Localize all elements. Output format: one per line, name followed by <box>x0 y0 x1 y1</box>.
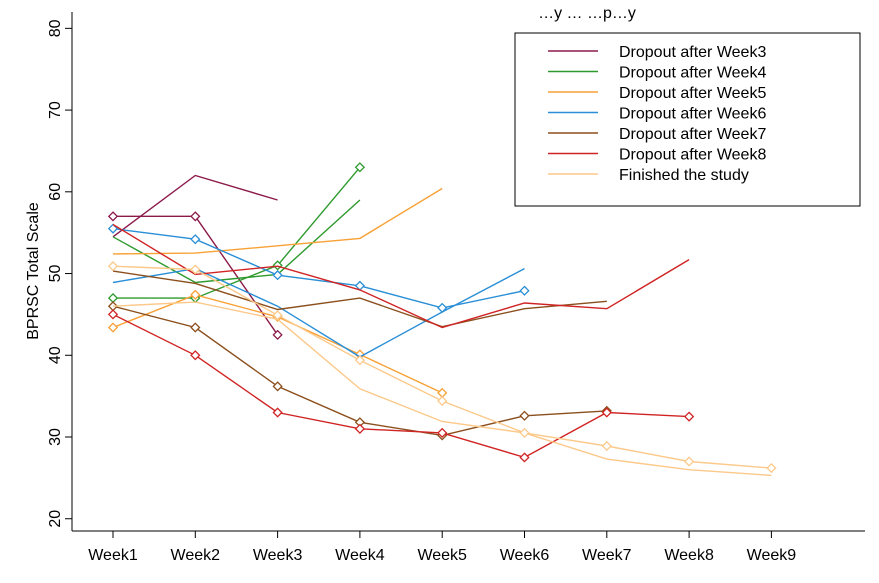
x-tick-label-week6: Week6 <box>500 547 550 564</box>
data-point-finished-the-study-week7 <box>601 440 612 452</box>
axes: 20 30 40 50 60 70 80 Week1 Week2 Week3 Week4 Week5 W… <box>47 12 865 564</box>
data-point-dropout-after-week6-week2 <box>190 234 201 245</box>
legend-label-dropout-after-week8: Dropout after Week8 <box>619 147 766 164</box>
y-tick-label-40: 40 <box>47 346 64 364</box>
y-tick-label-60: 60 <box>47 183 64 201</box>
data-point-finished-the-study-week6 <box>519 427 530 439</box>
legend-label-dropout-after-week7: Dropout after Week7 <box>619 126 766 143</box>
data-point-dropout-after-week7-week3 <box>272 381 283 392</box>
chart-title: …y … …p…y <box>538 5 636 22</box>
mean-line-dropout-after-week3 <box>112 174 278 238</box>
x-tick-label-week5: Week5 <box>417 547 467 564</box>
data-point-dropout-after-week6-week5 <box>437 302 448 313</box>
data-point-finished-the-study-week5 <box>437 395 448 407</box>
plot-area <box>107 162 777 477</box>
legend-label-dropout-after-week3: Dropout after Week3 <box>619 44 766 61</box>
data-point-dropout-after-week6-week3 <box>272 270 283 281</box>
data-point-dropout-after-week8-week4 <box>354 423 366 434</box>
data-point-dropout-after-week5-week1 <box>107 322 119 333</box>
x-tick-label-week9: Week9 <box>747 547 797 564</box>
series-dropout-after-week8 <box>107 223 695 463</box>
legend-label-dropout-after-week6: Dropout after Week6 <box>619 106 766 123</box>
x-tick-label-week3: Week3 <box>253 547 303 564</box>
y-tick-label-70: 70 <box>47 101 64 119</box>
series-dropout-after-week5 <box>107 187 448 398</box>
subject-line-dropout-after-week4-1 <box>113 166 361 299</box>
data-point-dropout-after-week7-week2 <box>190 322 201 333</box>
data-point-dropout-after-week8-week8 <box>683 411 695 422</box>
x-tick-label-week7: Week7 <box>582 547 632 564</box>
x-tick-label-week2: Week2 <box>171 547 221 564</box>
y-tick-label-50: 50 <box>47 265 64 283</box>
x-tick-label-week4: Week4 <box>335 547 385 564</box>
data-point-finished-the-study-week9 <box>766 462 777 474</box>
legend: Dropout after Week3 Dropout after Week4 Dr… <box>514 32 861 207</box>
x-tick-label-week8: Week8 <box>664 547 714 564</box>
data-point-finished-the-study-week8 <box>683 456 695 467</box>
data-point-dropout-after-week8-week6 <box>519 452 530 463</box>
y-tick-label-80: 80 <box>47 19 64 37</box>
data-point-finished-the-study-week2 <box>190 264 201 275</box>
subject-line-dropout-after-week8-1 <box>112 313 690 459</box>
data-point-dropout-after-week6-week6 <box>519 285 530 296</box>
y-tick-label-20: 20 <box>47 510 64 528</box>
mean-line-dropout-after-week4 <box>112 199 361 284</box>
data-point-dropout-after-week4-week1 <box>107 292 119 304</box>
data-point-dropout-after-week3-week1 <box>107 211 119 222</box>
x-tick-label-week1: Week1 <box>88 547 138 564</box>
data-point-dropout-after-week8-week3 <box>272 407 283 418</box>
legend-label-dropout-after-week5: Dropout after Week5 <box>619 85 766 102</box>
series-dropout-after-week6 <box>107 223 530 358</box>
data-point-dropout-after-week5-week2 <box>190 289 201 300</box>
series-finished-the-study <box>107 261 777 477</box>
subject-line-dropout-after-week7-1 <box>112 305 607 437</box>
y-axis-label: BPRSC Total Scale <box>25 202 42 340</box>
data-point-dropout-after-week8-week1 <box>107 309 119 320</box>
legend-label-dropout-after-week4: Dropout after Week4 <box>619 65 766 82</box>
data-point-dropout-after-week5-week5 <box>437 387 448 398</box>
data-point-dropout-after-week3-week3 <box>272 329 283 340</box>
data-point-finished-the-study-week1 <box>107 261 119 272</box>
legend-box <box>514 32 861 207</box>
series-dropout-after-week3 <box>107 174 283 340</box>
data-point-finished-the-study-week3 <box>272 310 283 321</box>
series-dropout-after-week7 <box>107 270 612 441</box>
legend-label-finished-the-study: Finished the study <box>619 167 749 184</box>
data-point-dropout-after-week8-week7 <box>601 407 612 418</box>
data-point-dropout-after-week7-week6 <box>519 410 530 421</box>
data-point-dropout-after-week3-week2 <box>190 211 201 222</box>
mean-line-finished-the-study <box>112 301 772 477</box>
data-point-dropout-after-week8-week5 <box>437 427 448 439</box>
data-point-dropout-after-week4-week4 <box>354 162 366 173</box>
mean-line-dropout-after-week8 <box>112 223 690 329</box>
subject-line-dropout-after-week6-1 <box>112 227 525 309</box>
data-point-dropout-after-week8-week2 <box>190 350 201 361</box>
y-tick-label-30: 30 <box>47 428 64 446</box>
data-point-finished-the-study-week4 <box>354 355 366 366</box>
mean-line-dropout-after-week6 <box>112 267 525 358</box>
mean-line-dropout-after-week7 <box>112 270 607 328</box>
mean-line-dropout-after-week5 <box>112 187 443 255</box>
